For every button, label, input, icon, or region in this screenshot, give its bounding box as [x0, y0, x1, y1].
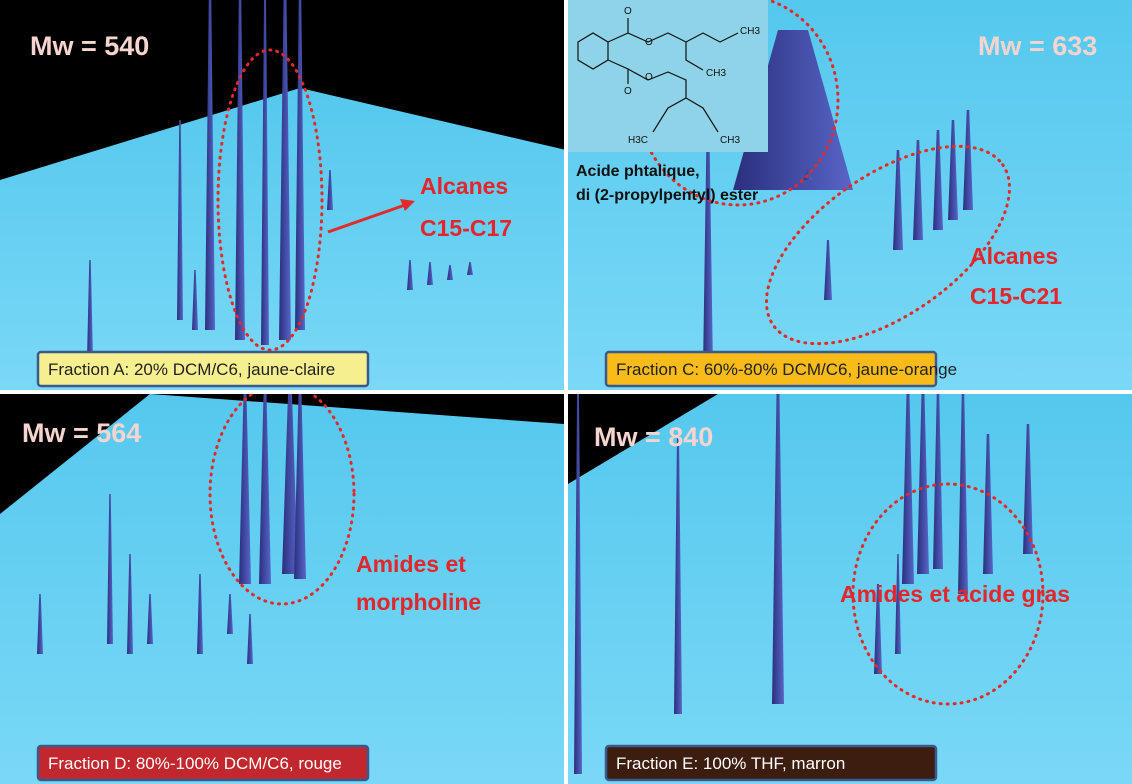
peak: [295, 0, 305, 330]
peak: [902, 394, 914, 584]
peak: [933, 394, 943, 569]
peak: [294, 394, 306, 579]
peak: [247, 614, 253, 664]
annotation: C15-C21: [970, 283, 1062, 309]
fraction-box: [604, 744, 938, 782]
fraction-label: Fraction D: 80%-100% DCM/C6, rouge: [48, 754, 342, 773]
arrow: [327, 203, 406, 234]
peak: [772, 394, 784, 704]
atom-label: O: [624, 6, 632, 17]
peak: [1023, 424, 1033, 554]
peak: [282, 394, 298, 574]
peak: [205, 0, 215, 330]
highlight-ellipse: [851, 482, 1045, 706]
peak: [227, 594, 233, 634]
peak: [948, 120, 958, 220]
peak: [824, 240, 832, 300]
peak: [87, 260, 93, 360]
panel: O O O O CH3 CH3 H3C CH3 Acide phtalique, di (2-pr…: [568, 0, 1132, 390]
atom-label: CH3: [720, 135, 740, 146]
annotation: Alcanes: [420, 173, 508, 199]
fraction-label: Fraction A: 20% DCM/C6, jaune-claire: [48, 360, 335, 379]
peak: [983, 434, 993, 574]
highlight-ellipse: [216, 48, 324, 352]
structure-bg: [568, 0, 768, 152]
highlight-ellipse: [208, 394, 356, 606]
annotation: C15-C17: [420, 215, 512, 241]
bonds: [607, 18, 739, 133]
mw-label: Mw = 564: [22, 418, 141, 448]
mw-label: Mw = 633: [978, 31, 1097, 61]
fraction-label: Fraction C: 60%-80% DCM/C6, jaune-orange: [616, 360, 957, 379]
compound-name: Acide phtalique,: [576, 163, 700, 180]
peak: [874, 584, 882, 674]
atom-label: O: [624, 86, 632, 97]
arrow-head: [400, 199, 415, 211]
annotation: Alcanes: [970, 243, 1058, 269]
peak: [197, 574, 203, 654]
peak: [127, 554, 133, 654]
mw-label: Mw = 840: [594, 422, 713, 452]
peak: [703, 120, 713, 370]
panel: Mw = 564 Amides et morpholine Fraction D: 8…: [0, 394, 564, 784]
peak: [963, 110, 973, 210]
peak: [279, 0, 291, 340]
plane: [568, 394, 1132, 784]
peak: [574, 394, 582, 774]
plane: [0, 394, 564, 784]
mw-label: Mw = 540: [30, 31, 149, 61]
peak: [917, 394, 929, 574]
atom-label: O: [645, 37, 653, 48]
peak: [933, 130, 943, 230]
fraction-box: [36, 744, 370, 782]
compound-name: di (2-propylpentyl) ester: [576, 187, 758, 204]
panel: Mw = 540 Alcanes C15-C17 Fraction A: 20% DC…: [0, 0, 564, 390]
highlight-ellipse: [764, 144, 1012, 346]
peak: [895, 554, 901, 654]
peak: [893, 150, 903, 250]
peak: [192, 270, 198, 330]
fraction-box: [36, 350, 370, 388]
atom-label: H3C: [628, 135, 648, 146]
peak: [147, 594, 153, 644]
annotation: morpholine: [356, 589, 481, 615]
peak: [407, 260, 413, 290]
peak: [913, 140, 923, 240]
peak: [447, 265, 453, 280]
fraction-label: Fraction E: 100% THF, marron: [616, 754, 845, 773]
peak: [327, 170, 333, 210]
peak: [674, 434, 682, 714]
peak: [239, 394, 251, 584]
peak: [427, 262, 433, 285]
panel: Mw = 840 Amides et acide gras Fraction E: …: [568, 394, 1132, 784]
peak: [958, 394, 968, 594]
peak: [259, 394, 271, 584]
peak: [37, 594, 43, 654]
fraction-box: [604, 350, 938, 388]
atom-label: CH3: [740, 26, 760, 37]
peak: [261, 0, 269, 345]
peak: [107, 494, 113, 644]
atom-label: O: [645, 72, 653, 83]
peak: [177, 120, 183, 320]
annotation: Amides et: [356, 551, 466, 577]
annotation: Amides et acide gras: [840, 581, 1070, 607]
peak: [467, 262, 473, 275]
peak: [235, 0, 245, 340]
atom-label: CH3: [706, 68, 726, 79]
